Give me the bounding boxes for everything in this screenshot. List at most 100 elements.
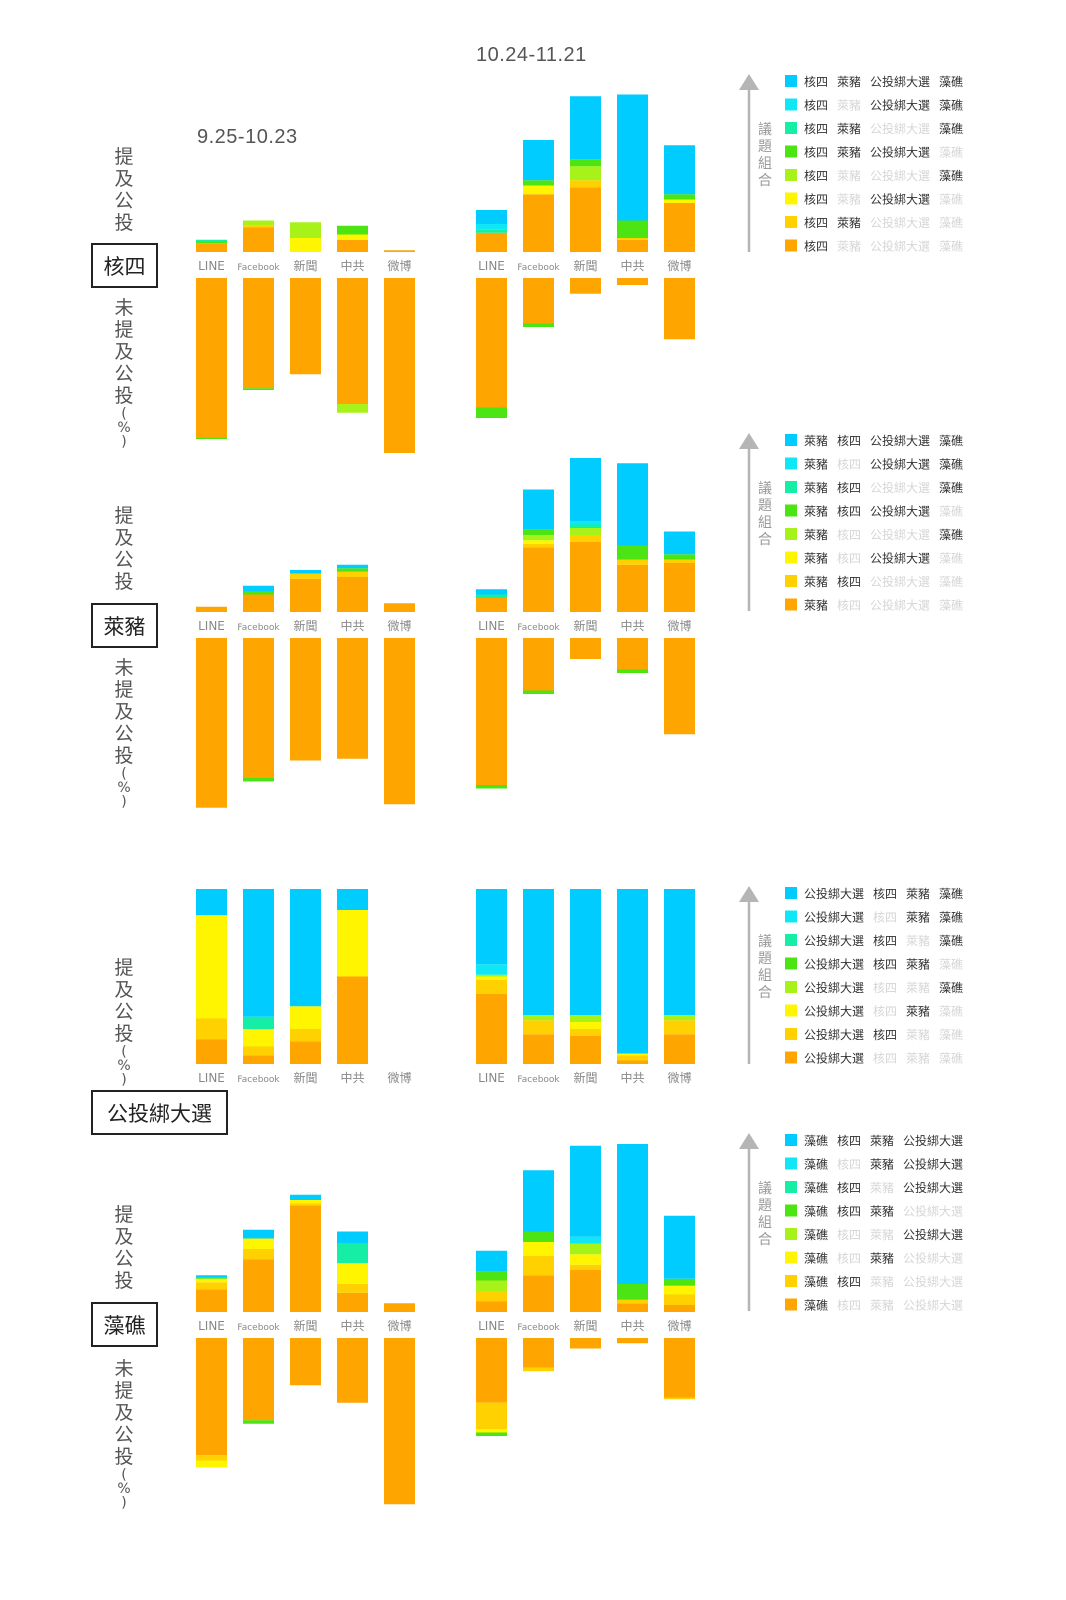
bar-萊豬-1-line-up-2 <box>476 594 507 598</box>
bar-萊豬-0-line-up-7 <box>196 606 227 612</box>
legend-term-3-6-0: 藻礁 <box>804 1274 828 1289</box>
legend-axis-label-3-1: 題 <box>758 1198 772 1214</box>
bar-萊豬-1-news-up-7 <box>570 542 601 612</box>
bar-藻礁-0-line-down-5 <box>196 1460 227 1468</box>
bar-核四-1-ccp-up-3 <box>617 220 648 238</box>
bar-萊豬-1-ccp-down-7 <box>617 638 648 670</box>
bar-公投綁大選-1-line-up-1 <box>476 964 507 975</box>
bar-公投綁大選-1-ccp-up-6 <box>617 1055 648 1061</box>
legend-term-1-2-0: 萊豬 <box>804 481 828 495</box>
bar-萊豬-1-facebook-up-3 <box>523 529 554 535</box>
bar-公投綁大選-0-facebook-up-6 <box>243 1046 274 1056</box>
legend-term-1-3-2: 公投綁大選 <box>870 504 930 519</box>
legend-term-0-6-3: 藻礁 <box>939 215 963 230</box>
bar-公投綁大選-1-line-up-4 <box>476 974 507 977</box>
legend-term-3-6-1: 核四 <box>837 1275 861 1289</box>
bar-公投綁大選-0-ccp-up-7 <box>337 976 368 1064</box>
legend-term-1-1-0: 萊豬 <box>804 458 828 472</box>
tick-label-facebook: Facebook <box>237 1323 280 1333</box>
bar-藻礁-1-line-down-6 <box>476 1402 507 1429</box>
bar-藻礁-1-facebook-up-6 <box>523 1256 554 1276</box>
legend-term-3-7-0: 藻礁 <box>804 1298 828 1313</box>
legend-term-0-6-2: 公投綁大選 <box>870 215 930 230</box>
bar-核四-1-news-up-6 <box>570 180 601 188</box>
bar-公投綁大選-1-news-up-5 <box>570 1022 601 1029</box>
bar-核四-1-line-up-1 <box>476 224 507 230</box>
legend-swatch-1-0 <box>785 434 797 446</box>
legend-term-2-2-1: 核四 <box>873 934 897 948</box>
legend-term-0-2-1: 萊豬 <box>837 122 861 136</box>
bar-公投綁大選-1-weibo-up-0 <box>664 889 695 1015</box>
bar-公投綁大選-0-line-up-5 <box>196 915 227 1019</box>
bar-公投綁大選-0-facebook-up-0 <box>243 889 274 1017</box>
legend-term-1-6-2: 公投綁大選 <box>870 574 930 589</box>
tick-label-weibo: 微博 <box>667 258 691 273</box>
bar-萊豬-0-news-up-6 <box>290 573 321 579</box>
bar-公投綁大選-1-line-up-6 <box>476 980 507 994</box>
bar-藻礁-1-facebook-up-0 <box>523 1170 554 1232</box>
legend-swatch-3-3 <box>785 1204 797 1217</box>
bar-公投綁大選-0-news-up-0 <box>290 889 321 1007</box>
bar-核四-0-news-up-4 <box>290 222 321 238</box>
legend-term-0-1-2: 公投綁大選 <box>870 98 930 113</box>
ylabel-mentioned-ractopamine: 提及公投 <box>114 505 134 593</box>
tick-label-weibo: 微博 <box>667 1318 691 1333</box>
bar-藻礁-1-news-up-1 <box>570 1236 601 1244</box>
legend-term-2-6-3: 藻礁 <box>939 1027 963 1042</box>
legend-term-0-1-1: 萊豬 <box>837 99 861 113</box>
legend-axis-label-1-1: 題 <box>758 498 772 514</box>
bar-藻礁-1-ccp-up-7 <box>617 1303 648 1312</box>
legend-swatch-2-5 <box>785 1004 797 1017</box>
legend-term-2-7-0: 公投綁大選 <box>804 1051 864 1066</box>
bar-萊豬-1-ccp-up-6 <box>617 559 648 565</box>
legend-swatch-3-1 <box>785 1157 797 1170</box>
bar-核四-1-ccp-down-7 <box>617 278 648 285</box>
legend-term-0-3-1: 萊豬 <box>837 146 861 160</box>
bar-萊豬-0-facebook-down-3 <box>243 778 274 782</box>
legend-term-0-4-1: 萊豬 <box>837 169 861 183</box>
legend-term-2-3-3: 藻礁 <box>939 957 963 972</box>
period-label-1: 9.25-10.23 <box>197 126 298 148</box>
bar-藻礁-0-ccp-up-0 <box>337 1231 368 1244</box>
legend-term-1-1-3: 藻礁 <box>939 457 963 472</box>
legend-term-3-5-3: 公投綁大選 <box>903 1251 963 1266</box>
legend-axis-label-0-3: 合 <box>758 173 772 189</box>
legend-term-3-6-2: 萊豬 <box>870 1275 894 1289</box>
legend-axis-label-2-0: 議 <box>758 933 772 950</box>
bar-藻礁-0-news-down-7 <box>290 1338 321 1386</box>
legend-term-0-2-2: 公投綁大選 <box>870 121 930 136</box>
legend-term-2-5-1: 核四 <box>873 1005 897 1019</box>
bar-核四-0-line-up-3 <box>196 241 227 244</box>
bar-藻礁-0-facebook-up-6 <box>243 1249 274 1260</box>
bar-萊豬-1-facebook-down-3 <box>523 690 554 694</box>
bar-萊豬-0-news-up-7 <box>290 578 321 612</box>
bar-萊豬-0-facebook-up-7 <box>243 594 274 612</box>
legend-swatch-0-7 <box>785 239 797 252</box>
legend-term-3-3-2: 萊豬 <box>870 1205 894 1219</box>
ylabel-not-mentioned-algal-reef: 未提及公投(%) <box>114 1358 134 1511</box>
bar-萊豬-1-ccp-up-3 <box>617 545 648 560</box>
legend-term-0-4-3: 藻礁 <box>939 168 963 183</box>
bar-公投綁大選-1-line-up-0 <box>476 889 507 965</box>
tick-label-line: LINE <box>478 1071 505 1085</box>
legend-term-3-7-3: 公投綁大選 <box>903 1298 963 1313</box>
bar-核四-0-ccp-up-7 <box>337 239 368 252</box>
legend-swatch-2-0 <box>785 887 797 899</box>
bar-藻礁-1-line-down-3 <box>476 1432 507 1436</box>
legend-term-3-2-2: 萊豬 <box>870 1181 894 1195</box>
bar-核四-1-weibo-up-5 <box>664 199 695 203</box>
legend-term-0-3-0: 核四 <box>804 146 828 160</box>
legend-arrow-head-3 <box>739 1133 759 1149</box>
legend-term-0-0-2: 公投綁大選 <box>870 74 930 89</box>
bar-萊豬-0-ccp-down-7 <box>337 638 368 759</box>
legend-term-0-7-0: 核四 <box>804 240 828 254</box>
bar-藻礁-0-weibo-down-7 <box>384 1338 415 1505</box>
legend-swatch-3-6 <box>785 1275 797 1287</box>
legend-term-0-3-2: 公投綁大選 <box>870 145 930 160</box>
legend-term-1-2-3: 藻礁 <box>939 480 963 495</box>
bar-藻礁-1-facebook-down-6 <box>523 1367 554 1372</box>
legend-term-1-4-0: 萊豬 <box>804 528 828 542</box>
bar-藻礁-1-line-up-7 <box>476 1301 507 1312</box>
bar-藻礁-1-news-up-4 <box>570 1243 601 1255</box>
